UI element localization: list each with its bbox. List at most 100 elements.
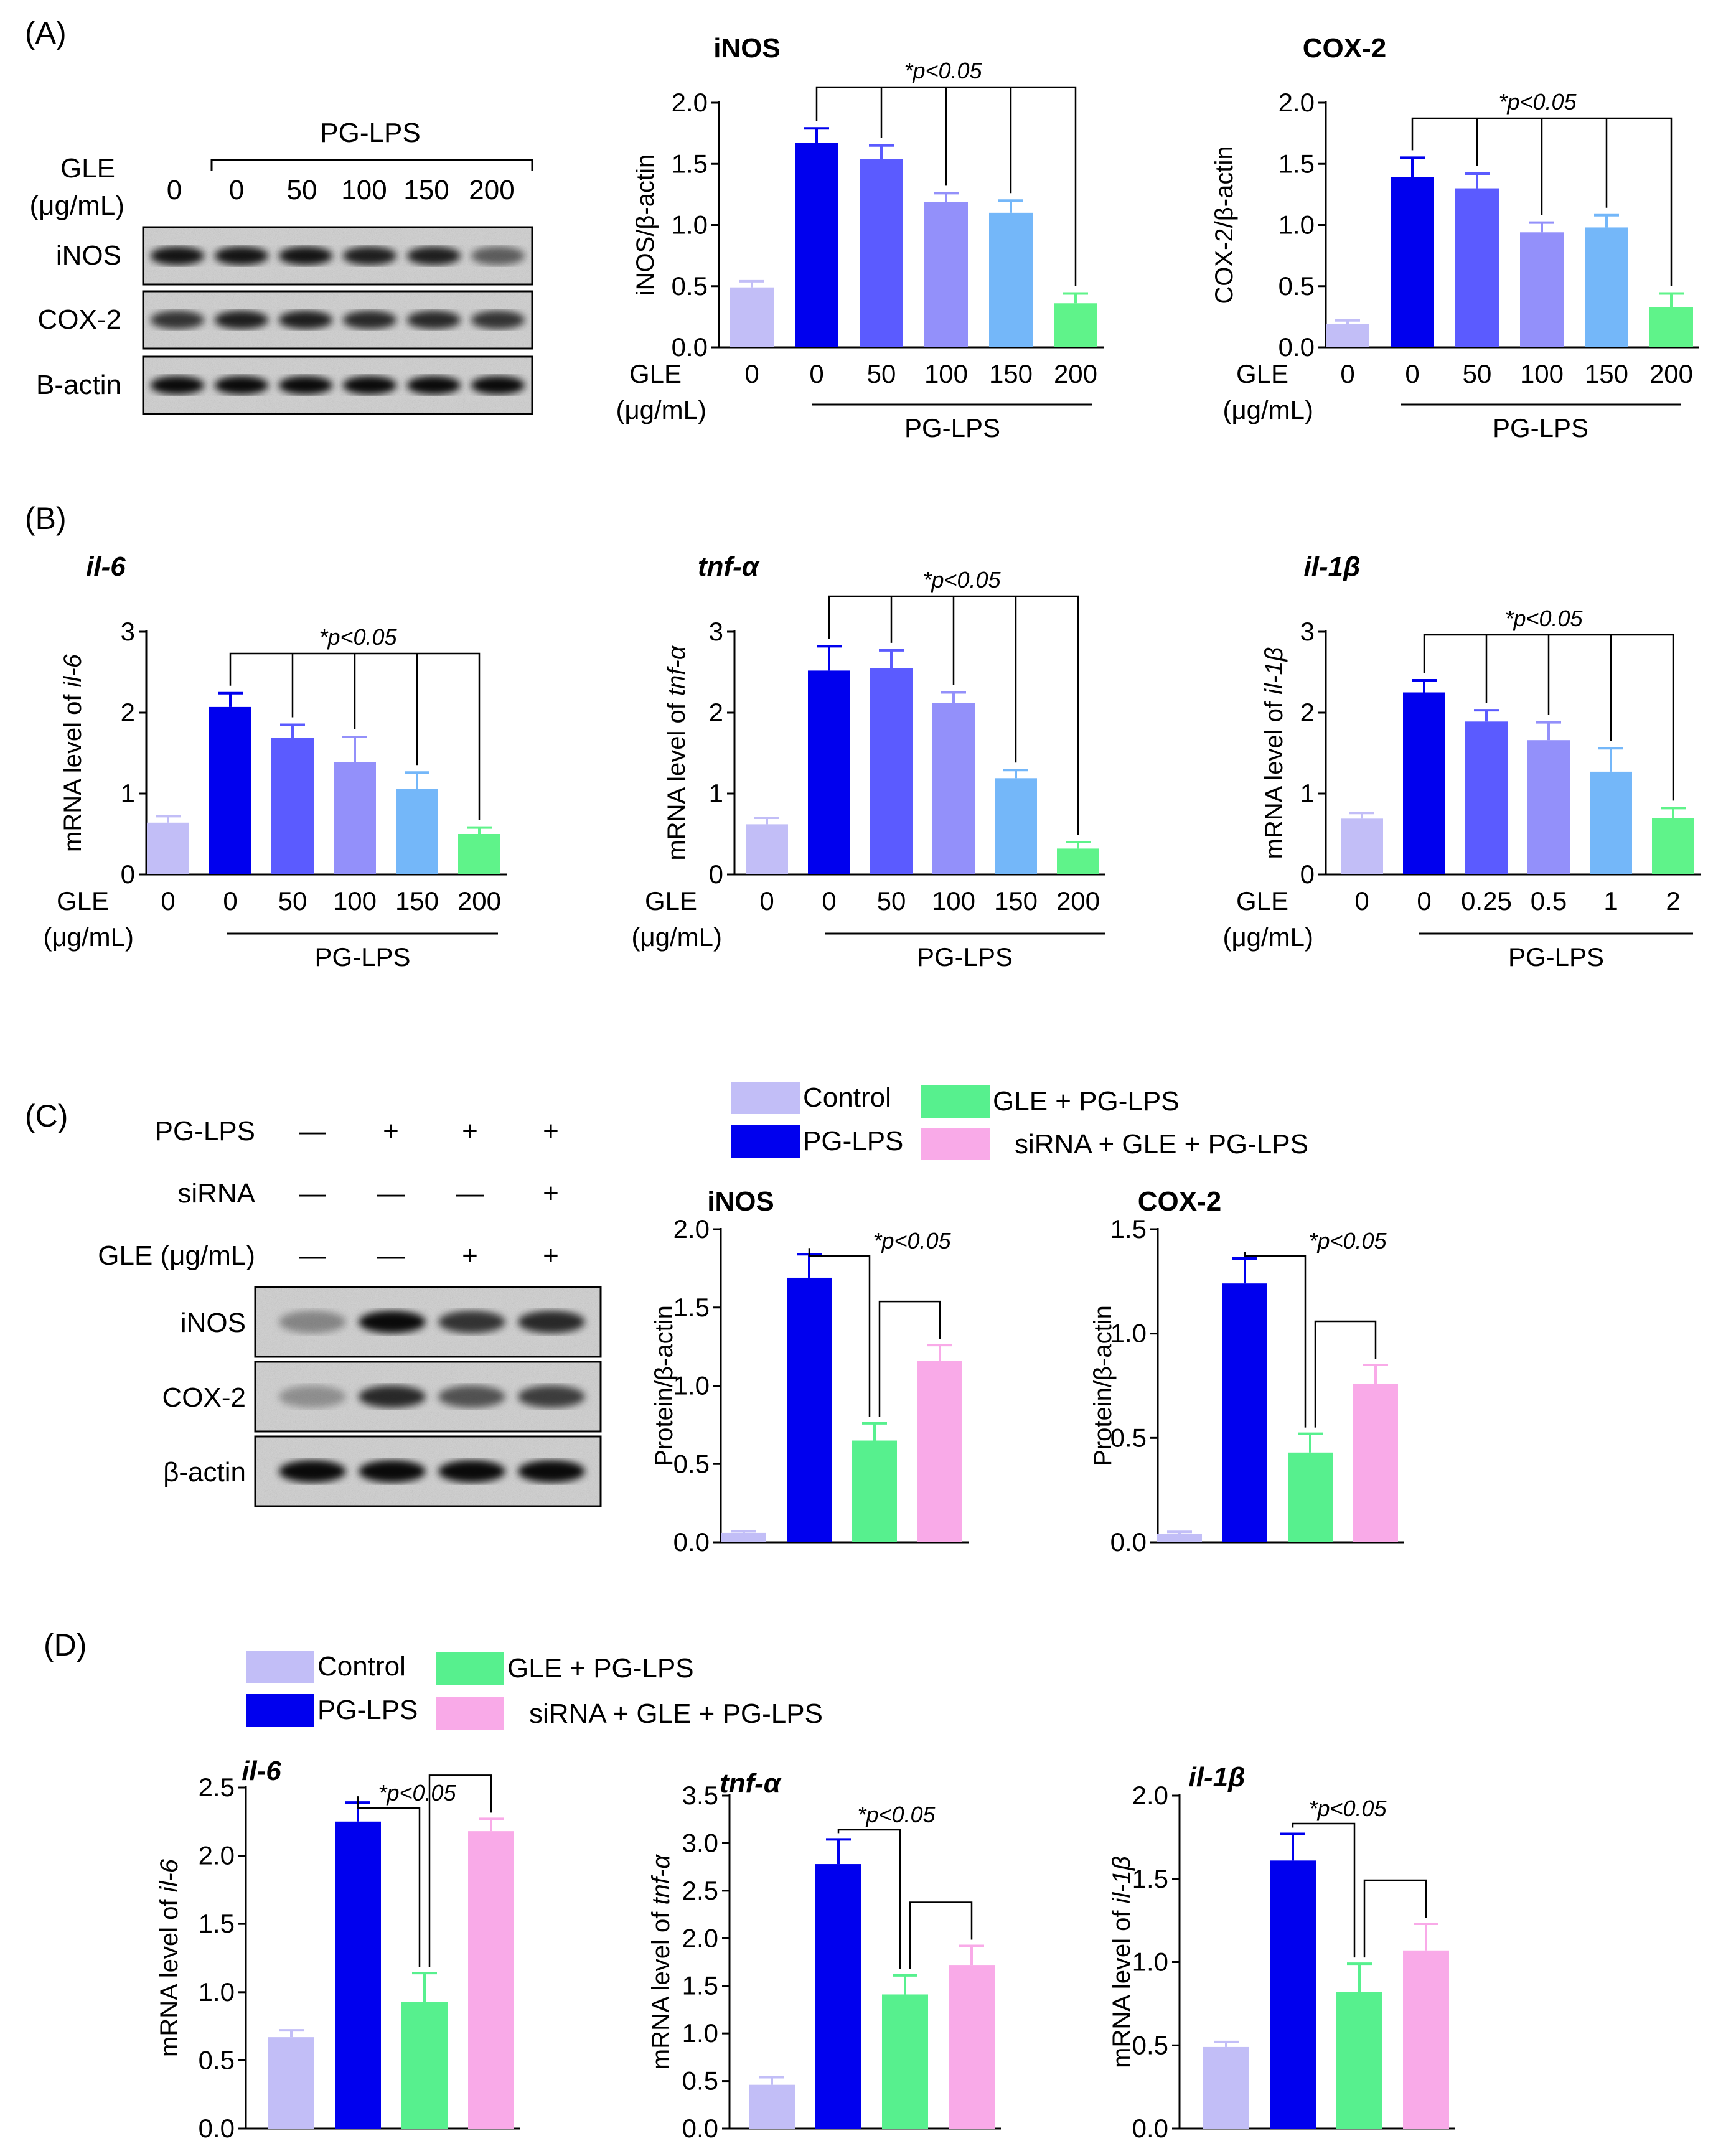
blot-c: PG-LPS — + + + siRNA — — — + GLE (μg/mL) — — + + iNOS C… xyxy=(98,1116,602,1507)
blot-a-dose-label: 150 xyxy=(403,175,449,205)
y-tick-label: 0.5 xyxy=(673,1449,710,1478)
blot-c-row-band xyxy=(359,1385,426,1408)
blot-a-row-label: iNOS xyxy=(56,240,121,271)
blot-a-row-noise xyxy=(144,293,531,347)
chart-title: tnf-α xyxy=(698,551,760,582)
legend-c: Control PG-LPS GLE + PG-LPS siRNA + GLE … xyxy=(731,1082,1308,1160)
legend-d-gle-swatch xyxy=(436,1652,504,1685)
y-axis-label-gene: il-6 xyxy=(156,1858,183,1892)
bar xyxy=(147,822,189,874)
blot-a-dose-label: 0 xyxy=(229,175,244,205)
y-tick-label: 0.0 xyxy=(682,2114,718,2143)
bar xyxy=(924,202,968,347)
group-label: PG-LPS xyxy=(314,942,410,972)
bar xyxy=(335,1821,381,2129)
blot-a-row-band xyxy=(278,246,333,265)
legend-c-pglps-swatch xyxy=(731,1125,800,1158)
blot-a-row-band xyxy=(471,246,525,265)
bar xyxy=(396,789,438,874)
legend-d-control-label: Control xyxy=(317,1651,406,1682)
x-tick-label: 0 xyxy=(223,886,237,916)
y-tick-label: 3.5 xyxy=(682,1781,718,1810)
chart-d-il6: il-6 0.0 0.5 1.0 1.5 2.0 2.5 mRNA level of il-6… xyxy=(156,1756,520,2143)
sig-annotation: *p<0.05 xyxy=(378,1780,456,1806)
bar xyxy=(1203,2046,1249,2129)
y-tick-label: 1.0 xyxy=(1110,1319,1147,1348)
x-tick-label: 200 xyxy=(1056,886,1100,916)
y-tick-label: 1.0 xyxy=(1279,210,1315,240)
bar xyxy=(334,762,376,874)
y-tick-label: 3 xyxy=(121,617,135,646)
x-tick-label: 150 xyxy=(1585,359,1628,388)
legend-c-pglps-label: PG-LPS xyxy=(803,1126,903,1156)
x-tick-label: 0 xyxy=(161,886,175,916)
sig-bracket xyxy=(837,1829,901,1969)
legend-d-pglps-label: PG-LPS xyxy=(317,1695,418,1725)
blot-a-row-band xyxy=(342,246,397,265)
bar xyxy=(852,1440,897,1542)
blot-c-condition-mark: — xyxy=(377,1240,405,1271)
y-tick-label: 1.5 xyxy=(673,1293,710,1322)
blot-c-row-band xyxy=(279,1460,346,1483)
y-axis-label: iNOS/β-actin xyxy=(632,154,659,296)
x-tick-label: 0 xyxy=(1354,886,1369,916)
bar xyxy=(209,706,251,874)
bar xyxy=(1326,324,1369,347)
blot-a-group-label: PG-LPS xyxy=(320,118,420,148)
y-tick-label: 3 xyxy=(709,617,723,646)
y-axis-label: Protein/β-actin xyxy=(650,1305,678,1466)
y-tick-label: 2 xyxy=(709,698,723,727)
blot-a-dose-label: 100 xyxy=(341,175,387,205)
y-tick-label: 0.0 xyxy=(199,2114,235,2143)
blot-c-row-band xyxy=(438,1385,505,1408)
x-tick-label: 200 xyxy=(1054,359,1097,388)
blot-a-row-band xyxy=(214,311,269,329)
x-tick-label: 50 xyxy=(1463,359,1492,388)
blot-a-group-bracket xyxy=(210,159,533,171)
x-tick-label: 2 xyxy=(1666,886,1680,916)
chart-a-cox2: COX-2 0.0 0.5 1.0 1.5 2.0 COX-2/β-actin GLE (μg/… xyxy=(1211,33,1699,443)
bar xyxy=(882,1994,928,2129)
blot-c-row-band xyxy=(518,1385,585,1408)
blot-a: GLE (μg/mL) PG-LPS 0 0 50 100 150 200 iNOS COX… xyxy=(30,118,533,415)
blot-a-row-band xyxy=(471,311,525,329)
x-unit-label: (μg/mL) xyxy=(1222,395,1313,424)
bar xyxy=(268,2037,314,2129)
legend-c-sirna-swatch xyxy=(921,1128,990,1160)
blot-c-row-band xyxy=(279,1385,346,1408)
blot-c-condition-mark: — xyxy=(299,1240,326,1271)
sig-annotation: *p<0.05 xyxy=(904,58,982,83)
x-prefix-label: GLE xyxy=(645,886,697,916)
bar xyxy=(1054,303,1097,347)
x-prefix-label: GLE xyxy=(1236,359,1288,388)
sig-annotation: *p<0.05 xyxy=(1308,1228,1387,1253)
x-tick-label: 0 xyxy=(1340,359,1354,388)
chart-a-inos: iNOS 0.0 0.5 1.0 1.5 2.0 iNOS/β-actin GLE (μg/mL… xyxy=(616,33,1104,443)
sig-bracket-2 xyxy=(428,1774,492,1967)
blot-c-rows: iNOS COX-2 β-actin xyxy=(162,1286,602,1507)
chart-b-tnfa: tnf-α 0 1 2 3 mRNA level of tnf-α GLE (μg/mL) 0 0… xyxy=(631,551,1105,972)
bar xyxy=(271,738,314,874)
legend-c-control-label: Control xyxy=(803,1082,891,1113)
y-tick-label: 1.0 xyxy=(1132,1947,1168,1977)
blot-a-row-band xyxy=(150,311,205,329)
bar xyxy=(815,1864,861,2129)
x-unit-label: (μg/mL) xyxy=(631,922,722,952)
y-tick-label: 0.5 xyxy=(1132,2030,1168,2059)
y-axis-label-prefix: mRNA level of xyxy=(663,696,690,861)
group-label: PG-LPS xyxy=(1493,413,1588,443)
blot-a-dose-label: 0 xyxy=(167,175,182,205)
panel-label-c: (C) xyxy=(25,1099,68,1133)
bar xyxy=(787,1277,832,1542)
y-tick-label: 3 xyxy=(1300,617,1315,646)
y-axis-label: mRNA level of il-6 xyxy=(156,1858,183,2057)
panel-label-d: (D) xyxy=(44,1628,87,1662)
blot-c-conditions: PG-LPS — + + + siRNA — — — + GLE (μg/mL) — — + + xyxy=(98,1116,559,1271)
sig-bracket xyxy=(357,1796,421,1967)
y-tick-label: 1.5 xyxy=(1279,149,1315,178)
x-tick-label: 150 xyxy=(989,359,1033,388)
y-tick-label: 0.0 xyxy=(673,1527,710,1557)
y-tick-label: 0 xyxy=(121,860,135,889)
bar xyxy=(1270,1860,1316,2129)
y-axis-label-prefix: mRNA level of xyxy=(156,1892,183,2057)
